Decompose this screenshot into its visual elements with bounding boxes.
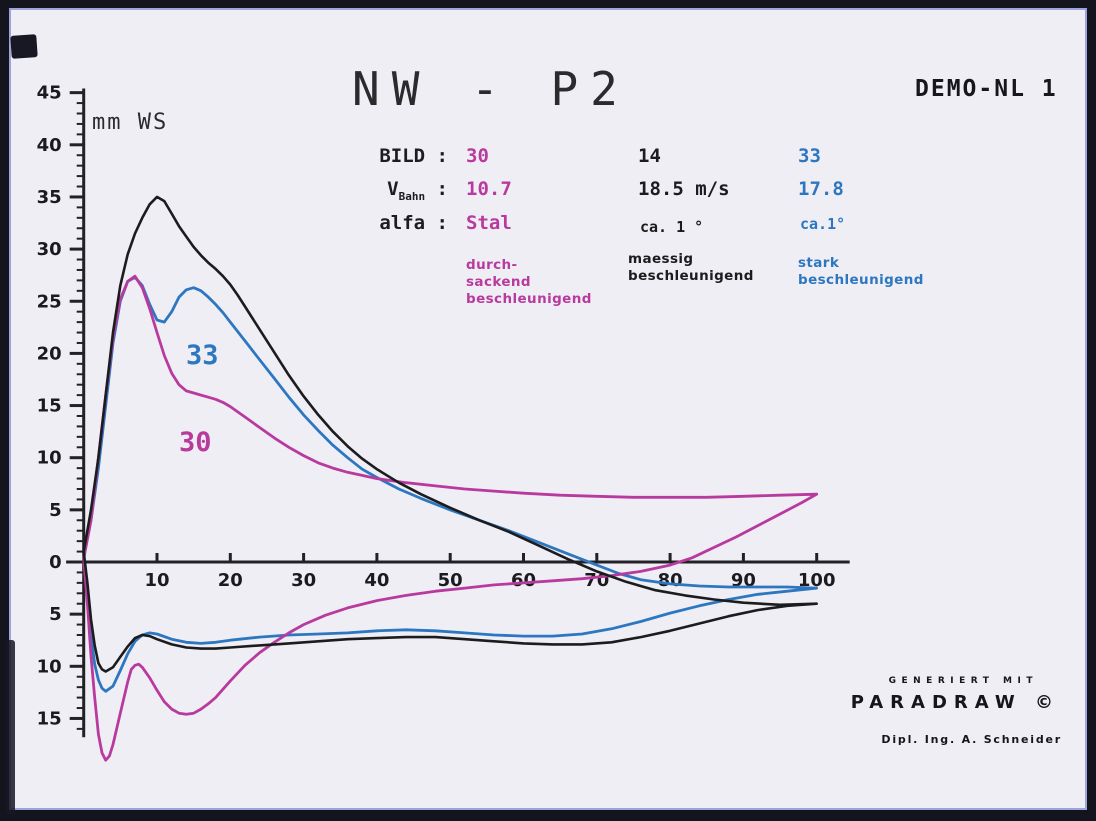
x-tick-label: 10 (144, 570, 169, 591)
legend-value: 14 (638, 145, 661, 167)
plot-id: DEMO-NL 1 (915, 76, 1058, 102)
curve-label-33: 33 (186, 340, 219, 371)
legend-value: ca. 1 ° (640, 218, 704, 236)
curve-bild-33 (82, 275, 819, 693)
legend-value: Stal (466, 212, 512, 234)
y-axis-unit-label: mm WS (92, 110, 169, 135)
legend-row-label: alfa : (379, 212, 448, 234)
x-tick-label: 60 (511, 570, 536, 591)
legend-value: ca.1° (800, 215, 846, 233)
chart-title: NW - P2 (352, 62, 630, 116)
y-tick-label: 25 (37, 291, 62, 312)
y-tick-label: 5 (49, 500, 62, 521)
legend-value: 30 (466, 145, 489, 167)
legend-row-label: BILD : (379, 145, 448, 167)
curve-label-30: 30 (179, 427, 212, 458)
x-tick-label: 30 (291, 570, 316, 591)
x-tick-label: 40 (364, 570, 389, 591)
legend-value: 10.7 (466, 178, 512, 200)
legend-description: durch- sackend beschleunigend (466, 257, 592, 307)
y-tick-label: 10 (37, 448, 62, 469)
y-tick-label: 45 (37, 83, 62, 104)
legend-value: 18.5 m/s (638, 178, 730, 200)
y-tick-label: 5 (49, 604, 62, 625)
legend-value: 17.8 (798, 178, 844, 200)
x-tick-label: 20 (218, 570, 243, 591)
x-tick-label: 100 (798, 570, 836, 591)
y-tick-label: 15 (37, 708, 62, 729)
x-tick-label: 50 (438, 570, 463, 591)
curve-bild-30 (82, 274, 819, 762)
y-tick-label: 0 (49, 552, 62, 573)
y-tick-label: 10 (37, 656, 62, 677)
legend-value: 33 (798, 145, 821, 167)
credit-line-generated: GENERIERT MIT (888, 676, 1038, 686)
curve-bild-14 (82, 195, 818, 673)
y-tick-label: 35 (37, 187, 62, 208)
y-tick-label: 40 (37, 135, 62, 156)
y-tick-label: 15 (37, 396, 62, 417)
scan-artifact (6, 640, 15, 815)
legend-description: maessig beschleunigend (628, 251, 754, 284)
x-tick-label: 80 (658, 570, 683, 591)
y-tick-label: 30 (37, 239, 62, 260)
plot-paper (9, 8, 1087, 810)
credit-author: Dipl. Ing. A. Schneider (881, 733, 1062, 746)
y-tick-label: 20 (37, 343, 62, 364)
credit-app-name: PARADRAW © (850, 692, 1060, 713)
legend-description: stark beschleunigend (798, 255, 924, 288)
legend-row-label: VBahn : (387, 178, 448, 203)
